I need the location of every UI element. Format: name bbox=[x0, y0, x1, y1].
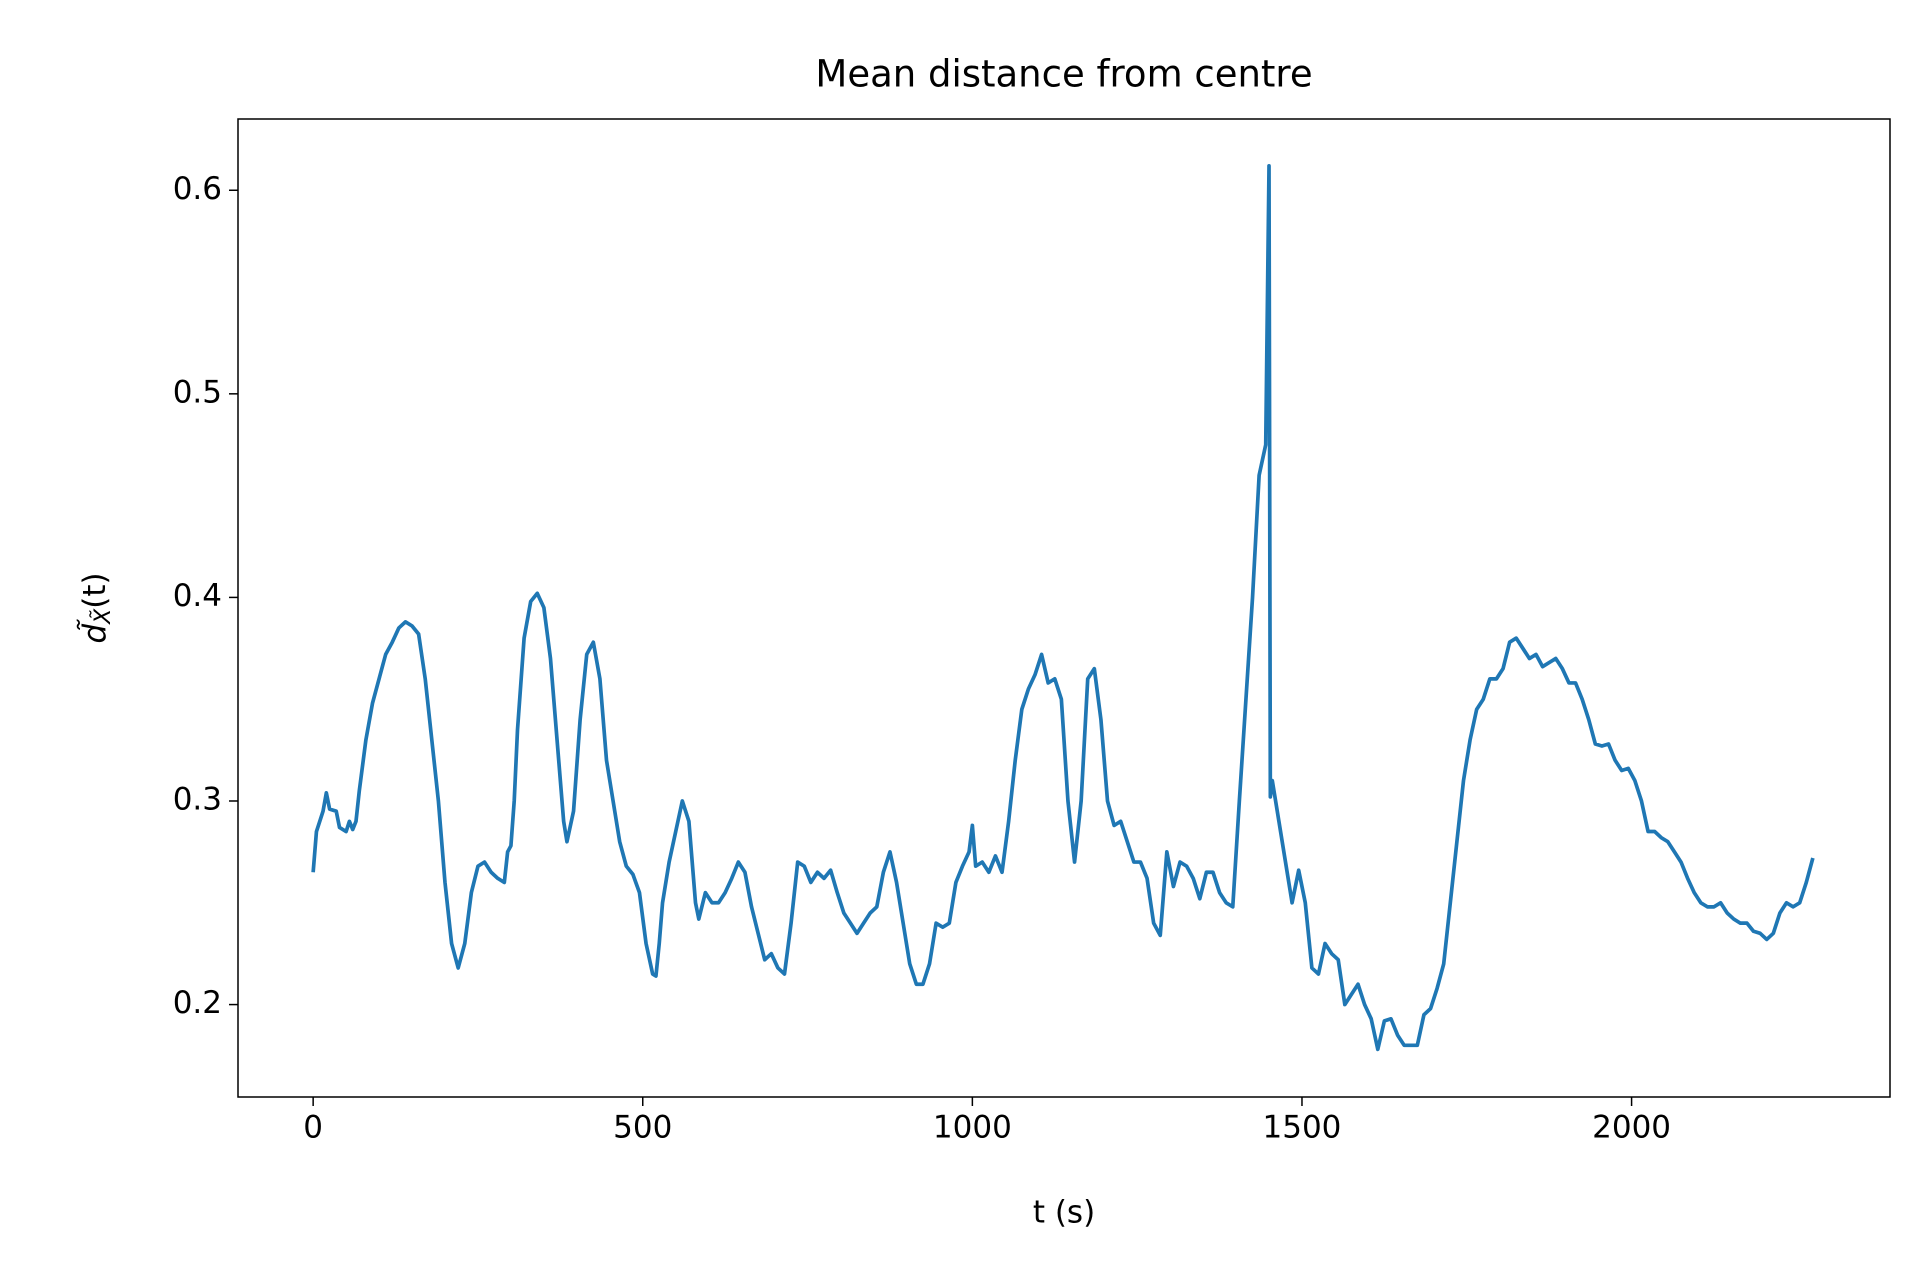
x-tick-label: 0 bbox=[303, 1110, 323, 1146]
chart-title: Mean distance from centre bbox=[815, 53, 1312, 96]
data-line bbox=[311, 163, 1815, 1052]
y-tick-label: 0.4 bbox=[173, 578, 222, 614]
y-label-subscript: X̃ bbox=[90, 608, 116, 625]
y-tick-label: 0.6 bbox=[173, 171, 222, 207]
x-axis-label: t (s) bbox=[1033, 1195, 1095, 1231]
x-tick-label: 1000 bbox=[933, 1110, 1012, 1146]
y-label-tail: (t) bbox=[77, 572, 113, 608]
x-tick-label: 2000 bbox=[1592, 1110, 1671, 1146]
y-tick-label: 0.3 bbox=[173, 781, 222, 817]
y-tick-label: 0.5 bbox=[173, 374, 222, 410]
y-axis-label: d̃X̃(t) bbox=[77, 572, 117, 643]
plot-frame bbox=[237, 118, 1891, 1098]
y-tick-label: 0.2 bbox=[173, 985, 222, 1021]
x-tick-label: 1500 bbox=[1263, 1110, 1342, 1146]
x-tick-label: 500 bbox=[613, 1110, 672, 1146]
